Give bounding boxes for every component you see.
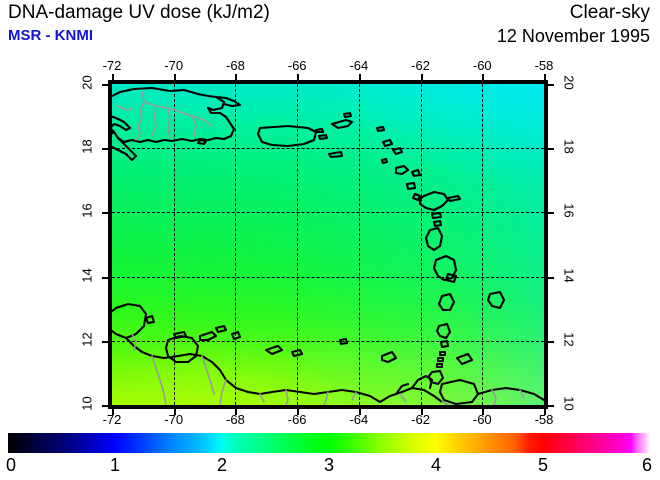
source-label: MSR - KNMI — [8, 27, 93, 44]
xtick-mark-top--58 — [544, 74, 546, 80]
ytick-label-left-20: 20 — [79, 75, 95, 90]
xtick-mark-top--60 — [482, 74, 485, 80]
xtick-mark-bottom--68 — [235, 409, 238, 415]
colorbar-tick-4: 4 — [430, 455, 441, 475]
xtick-label-bottom--58: -58 — [534, 412, 554, 427]
gridline-lat-16 — [112, 212, 544, 214]
ytick-label-left-12: 12 — [79, 332, 95, 347]
xtick-label-top--66: -66 — [287, 58, 307, 73]
gridline-lon--60 — [482, 84, 484, 405]
ytick-label-right-12: 12 — [561, 332, 577, 347]
coastline-overlay — [112, 86, 544, 405]
gridline-lat-14 — [112, 276, 544, 278]
ytick-mark-left-20 — [102, 84, 108, 86]
ytick-label-right-10: 10 — [561, 396, 577, 411]
gridline-lon--64 — [358, 84, 360, 405]
condition-label: Clear-sky — [569, 2, 650, 23]
ytick-mark-left-16 — [102, 212, 108, 215]
colorbar-tick-2: 2 — [216, 455, 227, 475]
ytick-mark-left-18 — [102, 148, 108, 151]
colorbar-tick-0: 0 — [6, 455, 17, 475]
ytick-mark-left-14 — [102, 276, 108, 279]
ytick-mark-right-18 — [548, 148, 554, 151]
xtick-label-bottom--60: -60 — [472, 412, 492, 427]
xtick-mark-bottom--60 — [482, 409, 485, 415]
ytick-mark-right-12 — [548, 340, 554, 343]
ytick-mark-right-16 — [548, 212, 554, 215]
page-title: DNA-damage UV dose (kJ/m2) — [8, 2, 270, 23]
xtick-mark-top--66 — [297, 74, 300, 80]
xtick-label-bottom--68: -68 — [226, 412, 245, 427]
gridline-lon--68 — [235, 84, 237, 405]
xtick-mark-top--68 — [235, 74, 238, 80]
colorbar-tick-3: 3 — [323, 455, 334, 475]
xtick-mark-bottom--72 — [112, 409, 114, 415]
xtick-label-bottom--72: -72 — [102, 412, 122, 427]
ytick-label-left-18: 18 — [79, 139, 95, 154]
ytick-mark-right-20 — [548, 84, 554, 86]
xtick-label-bottom--64: -64 — [349, 412, 369, 427]
ytick-mark-left-12 — [102, 340, 108, 343]
header: DNA-damage UV dose (kJ/m2) Clear-sky MSR… — [0, 0, 660, 52]
gridline-lat-12 — [112, 340, 544, 342]
xtick-label-bottom--66: -66 — [287, 412, 307, 427]
xtick-label-bottom--70: -70 — [164, 412, 184, 427]
ytick-mark-right-14 — [548, 276, 554, 279]
gridline-lon--62 — [420, 84, 422, 405]
xtick-label-top--64: -64 — [349, 58, 369, 73]
ytick-mark-right-10 — [548, 405, 554, 407]
xtick-label-top--72: -72 — [102, 58, 122, 73]
xtick-mark-bottom--66 — [297, 409, 300, 415]
colorbar-tick-5: 5 — [537, 455, 548, 475]
gridline-lat-18 — [112, 148, 544, 150]
ytick-label-right-16: 16 — [561, 203, 577, 219]
xtick-mark-top--64 — [358, 74, 361, 80]
xtick-mark-bottom--58 — [544, 409, 546, 415]
ytick-label-left-16: 16 — [79, 203, 95, 219]
uv-field — [112, 84, 544, 405]
colorbar-tick-6: 6 — [641, 455, 652, 475]
ytick-label-right-14: 14 — [561, 267, 577, 283]
xtick-mark-bottom--70 — [173, 409, 176, 415]
colorbar-gradient — [8, 433, 650, 453]
xtick-label-top--60: -60 — [472, 58, 492, 73]
xtick-label-top--58: -58 — [534, 58, 554, 73]
xtick-mark-bottom--64 — [358, 409, 361, 415]
ytick-label-right-20: 20 — [561, 75, 577, 90]
uv-gradient-ne-tint — [112, 84, 544, 405]
date-label: 12 November 1995 — [496, 26, 650, 46]
map-plot — [108, 80, 548, 409]
ytick-label-right-18: 18 — [561, 139, 577, 154]
xtick-mark-bottom--62 — [420, 409, 423, 415]
ytick-label-left-14: 14 — [79, 267, 95, 283]
ytick-label-left-10: 10 — [79, 396, 95, 411]
xtick-label-bottom--62: -62 — [411, 412, 430, 427]
gridline-lon--66 — [297, 84, 299, 405]
uv-gradient-sw-tint — [112, 84, 544, 405]
xtick-mark-top--70 — [173, 74, 176, 80]
colorbar-tick-1: 1 — [109, 455, 120, 475]
xtick-mark-top--72 — [112, 74, 114, 80]
xtick-label-top--68: -68 — [226, 58, 245, 73]
colorbar — [8, 433, 650, 453]
xtick-label-top--62: -62 — [411, 58, 430, 73]
xtick-label-top--70: -70 — [164, 58, 184, 73]
plot-frame — [108, 80, 548, 409]
ytick-mark-left-10 — [102, 405, 108, 407]
gridline-lon--70 — [173, 84, 175, 405]
xtick-mark-top--62 — [420, 74, 423, 80]
